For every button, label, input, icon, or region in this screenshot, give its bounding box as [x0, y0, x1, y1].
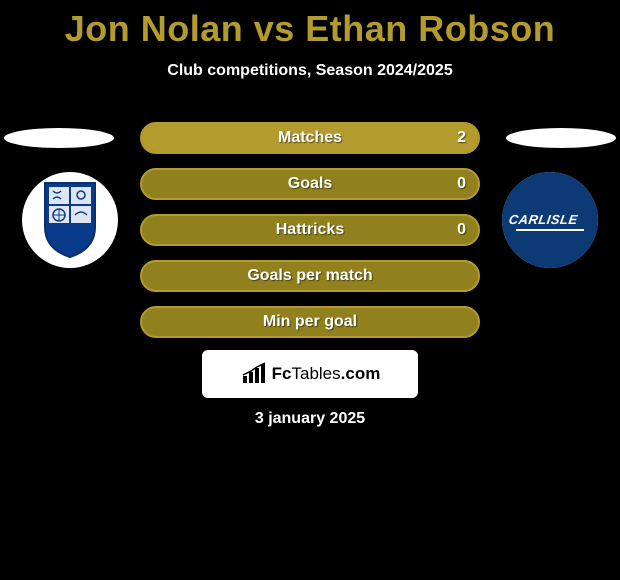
stat-row-hattricks: Hattricks 0 [140, 214, 480, 246]
svg-text:CARLISLE: CARLISLE [508, 212, 580, 227]
stat-right-value: 2 [457, 129, 466, 147]
header: Jon Nolan vs Ethan Robson Club competiti… [0, 0, 620, 80]
stat-label: Goals [288, 175, 332, 193]
stat-row-goals: Goals 0 [140, 168, 480, 200]
tranmere-crest-icon [27, 177, 113, 263]
page-title: Jon Nolan vs Ethan Robson [0, 8, 620, 50]
stats-panel: Matches 2 Goals 0 Hattricks 0 Goals per … [140, 122, 480, 352]
carlisle-crest-icon: CARLISLE [502, 172, 598, 268]
bar-chart-icon [240, 362, 268, 386]
stat-label: Goals per match [247, 267, 372, 285]
stat-row-matches: Matches 2 [140, 122, 480, 154]
club-badge-left [22, 172, 118, 268]
stat-label: Min per goal [263, 313, 357, 331]
stat-row-min-per-goal: Min per goal [140, 306, 480, 338]
stat-label: Matches [278, 129, 342, 147]
stat-row-goals-per-match: Goals per match [140, 260, 480, 292]
player-left-marker [4, 128, 114, 148]
stat-right-value: 0 [457, 221, 466, 239]
page-subtitle: Club competitions, Season 2024/2025 [0, 62, 620, 80]
brand-name: FcTables.com [272, 364, 381, 384]
footer-date: 3 january 2025 [0, 410, 620, 428]
player-right-marker [506, 128, 616, 148]
stat-right-value: 0 [457, 175, 466, 193]
stat-label: Hattricks [276, 221, 344, 239]
brand-badge[interactable]: FcTables.com [202, 350, 418, 398]
club-badge-right: CARLISLE [502, 172, 598, 268]
